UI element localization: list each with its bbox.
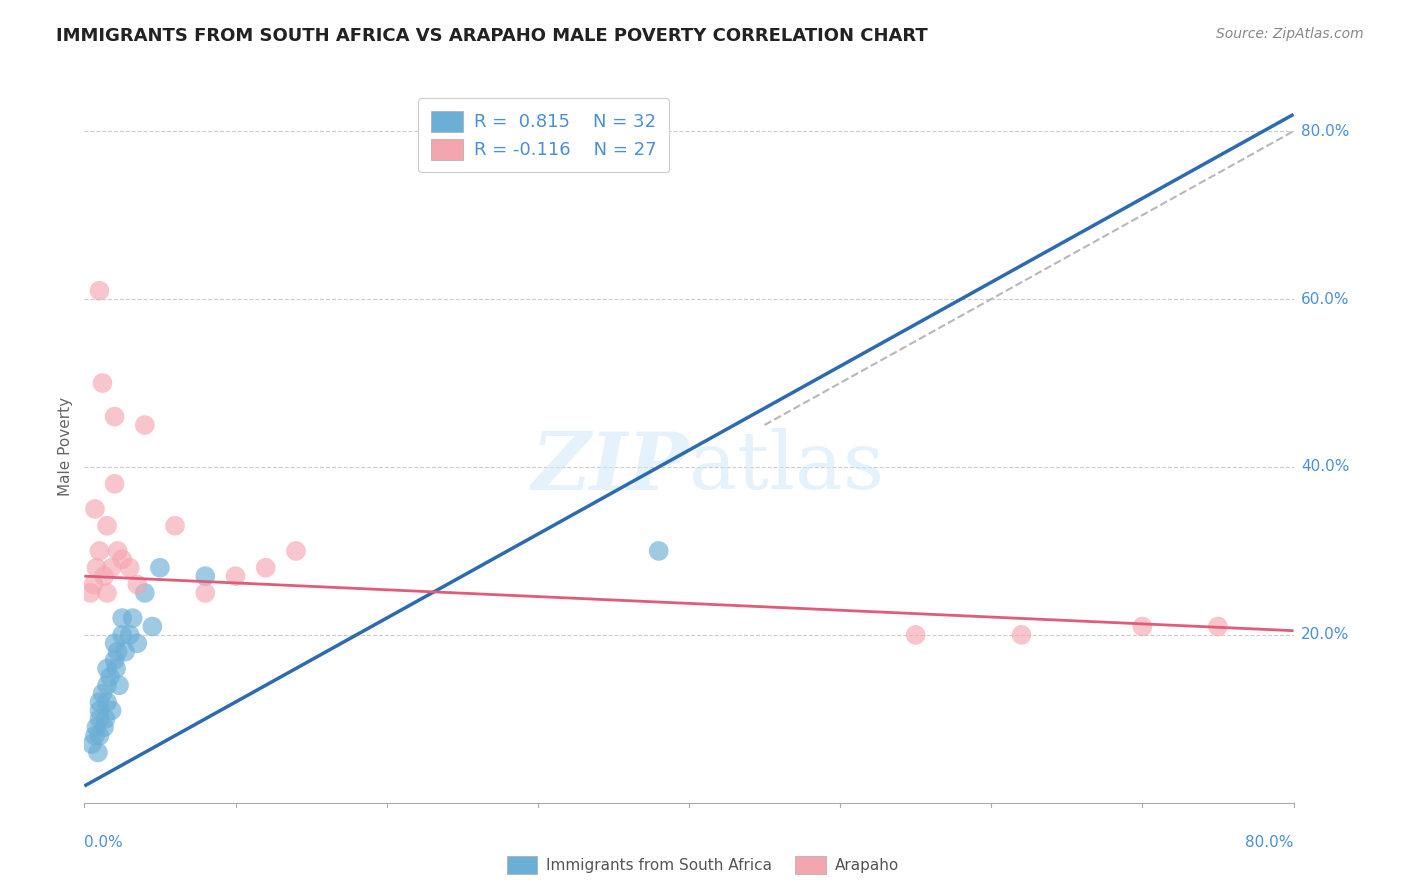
Point [104, 476, 127, 491]
Point [134, 417, 156, 432]
Text: 20.0%: 20.0% [1301, 627, 1350, 642]
Point [86, 560, 108, 574]
Point [94, 712, 117, 726]
Point [87, 746, 110, 760]
Text: ZIP: ZIP [531, 429, 689, 506]
Point [104, 636, 127, 650]
Point [134, 586, 156, 600]
Point [84, 729, 107, 743]
Point [82, 577, 104, 591]
Point [149, 560, 172, 574]
Point [118, 560, 141, 574]
Point [118, 628, 141, 642]
Point [127, 636, 149, 650]
Point [96, 518, 118, 533]
Point [96, 678, 118, 692]
Text: 80.0%: 80.0% [1301, 124, 1350, 138]
Text: 40.0%: 40.0% [1301, 459, 1350, 475]
Point [114, 645, 136, 659]
Point [89, 695, 111, 709]
Point [107, 544, 129, 558]
Point [127, 577, 149, 591]
Point [100, 560, 122, 574]
Point [89, 729, 111, 743]
Point [1130, 619, 1153, 633]
Point [86, 720, 108, 734]
Point [89, 712, 111, 726]
Point [107, 645, 129, 659]
Point [79, 586, 101, 600]
Point [89, 544, 111, 558]
Text: IMMIGRANTS FROM SOUTH AFRICA VS ARAPAHO MALE POVERTY CORRELATION CHART: IMMIGRANTS FROM SOUTH AFRICA VS ARAPAHO … [56, 27, 928, 45]
Point [93, 569, 115, 583]
Point [80, 737, 103, 751]
Point [96, 695, 118, 709]
Point [84, 502, 107, 516]
Point [194, 586, 217, 600]
Text: 0.0%: 0.0% [84, 835, 124, 850]
Point [111, 611, 134, 625]
Text: 80.0%: 80.0% [1246, 835, 1294, 850]
Point [98, 670, 121, 684]
Point [648, 544, 671, 558]
Point [91, 687, 114, 701]
Point [285, 544, 308, 558]
Point [225, 569, 247, 583]
Point [121, 611, 143, 625]
Point [91, 376, 114, 390]
Point [105, 661, 128, 675]
Point [1011, 628, 1033, 642]
Point [104, 653, 127, 667]
Point [165, 518, 187, 533]
Point [111, 552, 134, 566]
Point [1206, 619, 1229, 633]
Text: atlas: atlas [689, 428, 884, 507]
Legend: Immigrants from South Africa, Arapaho: Immigrants from South Africa, Arapaho [501, 850, 905, 880]
Point [194, 569, 217, 583]
Point [904, 628, 927, 642]
Point [93, 720, 115, 734]
Point [96, 586, 118, 600]
Point [104, 409, 127, 424]
Point [89, 703, 111, 717]
Text: Source: ZipAtlas.com: Source: ZipAtlas.com [1216, 27, 1364, 41]
Point [96, 661, 118, 675]
Point [108, 678, 131, 692]
Point [100, 703, 122, 717]
Point [254, 560, 277, 574]
Legend: R =  0.815    N = 32, R = -0.116    N = 27: R = 0.815 N = 32, R = -0.116 N = 27 [418, 98, 669, 172]
Y-axis label: Male Poverty: Male Poverty [58, 396, 73, 496]
Point [111, 628, 134, 642]
Point [141, 619, 163, 633]
Text: 60.0%: 60.0% [1301, 292, 1350, 307]
Point [89, 284, 111, 298]
